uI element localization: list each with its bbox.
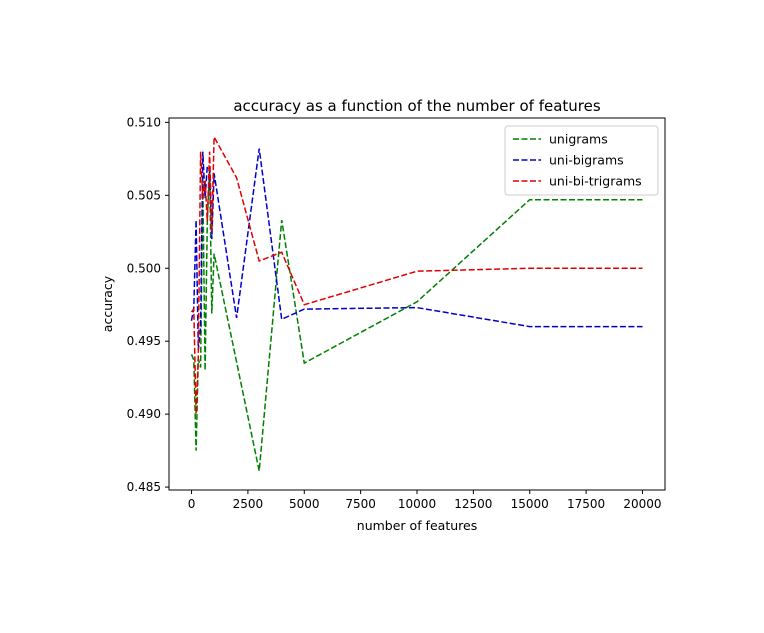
x-tick-label: 7500 <box>345 497 376 511</box>
y-tick-label: 0.510 <box>127 115 161 129</box>
legend-label-uni-bigrams: uni-bigrams <box>549 153 624 168</box>
x-tick-label: 0 <box>188 497 196 511</box>
plot-area <box>190 134 643 472</box>
legend-box <box>504 125 659 196</box>
x-tick-label: 2500 <box>233 497 264 511</box>
x-tick-label: 12500 <box>454 497 492 511</box>
x-tick-label: 10000 <box>398 497 436 511</box>
y-tick-label: 0.505 <box>127 188 161 202</box>
chart-title: accuracy as a function of the number of … <box>233 97 601 115</box>
y-axis-label: accuracy <box>100 275 115 332</box>
legend: unigrams uni-bigrams uni-bi-trigrams <box>504 125 659 196</box>
y-tick-label: 0.495 <box>127 334 161 348</box>
x-tick-label: 5000 <box>289 497 320 511</box>
series-line-uni-bi-trigrams <box>190 134 643 415</box>
legend-label-unigrams: unigrams <box>549 132 608 147</box>
x-tick-label: 15000 <box>511 497 549 511</box>
axis-ticks: 0 2500 5000 7500 10000 12500 15000 17500 20000 0.… <box>127 115 662 511</box>
y-tick-label: 0.490 <box>127 407 161 421</box>
x-tick-label: 20000 <box>623 497 661 511</box>
y-tick-label: 0.500 <box>127 261 161 275</box>
legend-label-uni-bi-trigrams: uni-bi-trigrams <box>549 174 642 189</box>
x-tick-label: 17500 <box>567 497 605 511</box>
y-tick-label: 0.485 <box>127 480 161 494</box>
x-axis-label: number of features <box>357 518 477 533</box>
